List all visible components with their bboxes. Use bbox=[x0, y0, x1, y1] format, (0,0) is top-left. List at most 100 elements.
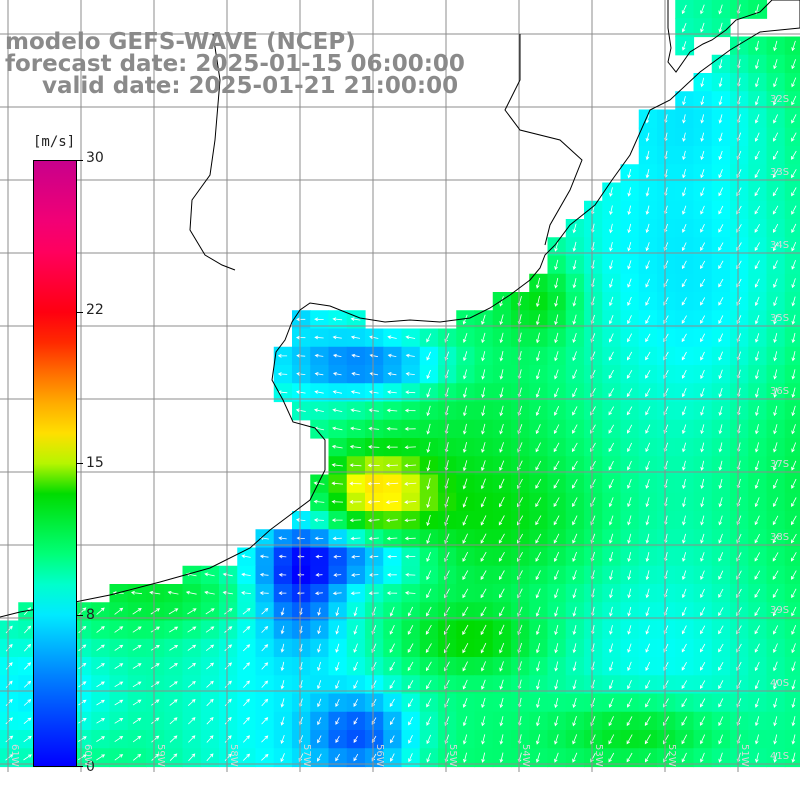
wind-speed-cell bbox=[584, 328, 603, 348]
wind-arrow bbox=[681, 752, 687, 763]
wind-arrow bbox=[791, 588, 797, 599]
wind-arrow bbox=[480, 661, 486, 672]
wind-arrow bbox=[462, 734, 468, 745]
lat-label: 33S bbox=[770, 167, 790, 178]
wind-arrow bbox=[350, 591, 361, 596]
wind-arrow bbox=[645, 242, 650, 252]
wind-arrow bbox=[317, 698, 322, 708]
wind-arrow bbox=[772, 515, 779, 526]
wind-arrow bbox=[5, 717, 14, 725]
wind-arrow bbox=[224, 662, 233, 670]
wind-speed-cell bbox=[784, 200, 800, 220]
wind-arrow bbox=[682, 223, 687, 233]
wind-speed-cell bbox=[565, 365, 585, 384]
wind-arrow bbox=[609, 606, 613, 617]
wind-arrow bbox=[462, 551, 469, 562]
wind-arrow bbox=[5, 754, 14, 761]
wind-arrow bbox=[572, 296, 577, 307]
wind-arrow bbox=[481, 716, 486, 727]
wind-speed-cell bbox=[784, 328, 800, 348]
wind-arrow bbox=[718, 59, 723, 70]
wind-speed-cell bbox=[730, 365, 749, 384]
wind-speed-cell bbox=[383, 693, 403, 713]
wind-arrow bbox=[755, 333, 760, 343]
wind-arrow bbox=[404, 463, 417, 468]
wind-speed-cell bbox=[784, 492, 800, 512]
wind-arrow bbox=[499, 642, 505, 654]
wind-arrow bbox=[554, 314, 559, 326]
wind-speed-cell bbox=[474, 638, 494, 658]
wind-arrow bbox=[754, 242, 760, 252]
wind-speed-cell bbox=[255, 602, 275, 622]
wind-arrow bbox=[700, 77, 705, 88]
wind-speed-cell bbox=[784, 657, 800, 676]
wind-arrow bbox=[700, 478, 705, 490]
wind-arrow bbox=[608, 442, 615, 453]
wind-arrow bbox=[791, 752, 796, 763]
wind-arrow bbox=[425, 624, 432, 635]
wind-arrow bbox=[462, 716, 468, 727]
wind-arrow bbox=[754, 478, 760, 489]
wind-arrow bbox=[353, 625, 358, 635]
wind-arrow bbox=[278, 536, 287, 541]
wind-arrow bbox=[773, 643, 778, 653]
wind-arrow bbox=[554, 734, 559, 745]
wind-arrow bbox=[699, 716, 706, 726]
wind-arrow bbox=[535, 533, 542, 544]
wind-speed-cell bbox=[200, 602, 220, 622]
wind-arrow bbox=[280, 734, 285, 744]
wind-arrow bbox=[243, 662, 250, 670]
wind-arrow bbox=[682, 497, 686, 508]
wind-arrow bbox=[700, 497, 705, 508]
wind-arrow bbox=[791, 95, 797, 106]
wind-arrow bbox=[481, 734, 486, 745]
wind-arrow bbox=[700, 260, 706, 270]
wind-speed-cell bbox=[456, 310, 476, 330]
wind-arrow bbox=[682, 442, 687, 453]
wind-speed-cell bbox=[711, 273, 731, 293]
wind-arrow bbox=[426, 351, 431, 361]
lon-label: 56W bbox=[374, 744, 385, 767]
wind-arrow bbox=[187, 680, 196, 688]
wind-arrow bbox=[187, 626, 197, 633]
wind-speed-cell bbox=[675, 310, 695, 330]
wind-arrow bbox=[755, 752, 759, 763]
wind-arrow bbox=[645, 661, 651, 671]
wind-arrow bbox=[718, 643, 724, 653]
wind-speed-cell bbox=[365, 620, 384, 640]
wind-arrow bbox=[754, 570, 761, 580]
wind-speed-cell bbox=[784, 255, 800, 275]
wind-arrow bbox=[772, 497, 779, 508]
colorbar-tick bbox=[77, 463, 83, 464]
wind-arrow bbox=[718, 734, 723, 745]
wind-arrow bbox=[645, 460, 650, 471]
wind-arrow bbox=[627, 169, 632, 179]
wind-arrow bbox=[280, 643, 285, 653]
wind-arrow bbox=[222, 590, 233, 595]
wind-arrow bbox=[553, 460, 560, 471]
wind-arrow bbox=[554, 661, 559, 672]
wind-arrow bbox=[499, 478, 505, 490]
wind-arrow bbox=[187, 644, 197, 651]
wind-arrow bbox=[572, 278, 577, 289]
wind-arrow bbox=[386, 536, 398, 541]
wind-arrow bbox=[114, 644, 124, 651]
wind-speed-cell bbox=[529, 511, 549, 530]
wind-arrow bbox=[278, 554, 287, 559]
wind-speed-cell bbox=[18, 730, 38, 749]
wind-arrow bbox=[389, 680, 395, 690]
wind-arrow bbox=[536, 350, 540, 362]
wind-speed-cell bbox=[784, 711, 800, 731]
wind-speed-cell bbox=[693, 310, 713, 330]
wind-speed-cell bbox=[748, 273, 768, 293]
wind-arrow bbox=[608, 388, 615, 398]
colorbar-tick bbox=[77, 160, 83, 161]
wind-arrow bbox=[331, 481, 344, 486]
wind-speed-cell bbox=[292, 730, 311, 749]
wind-speed-cell bbox=[730, 620, 749, 640]
wind-arrow bbox=[718, 680, 724, 690]
wind-speed-cell bbox=[529, 547, 549, 567]
wind-speed-cell bbox=[657, 328, 676, 348]
wind-arrow bbox=[627, 661, 632, 672]
wind-arrow bbox=[645, 297, 651, 306]
